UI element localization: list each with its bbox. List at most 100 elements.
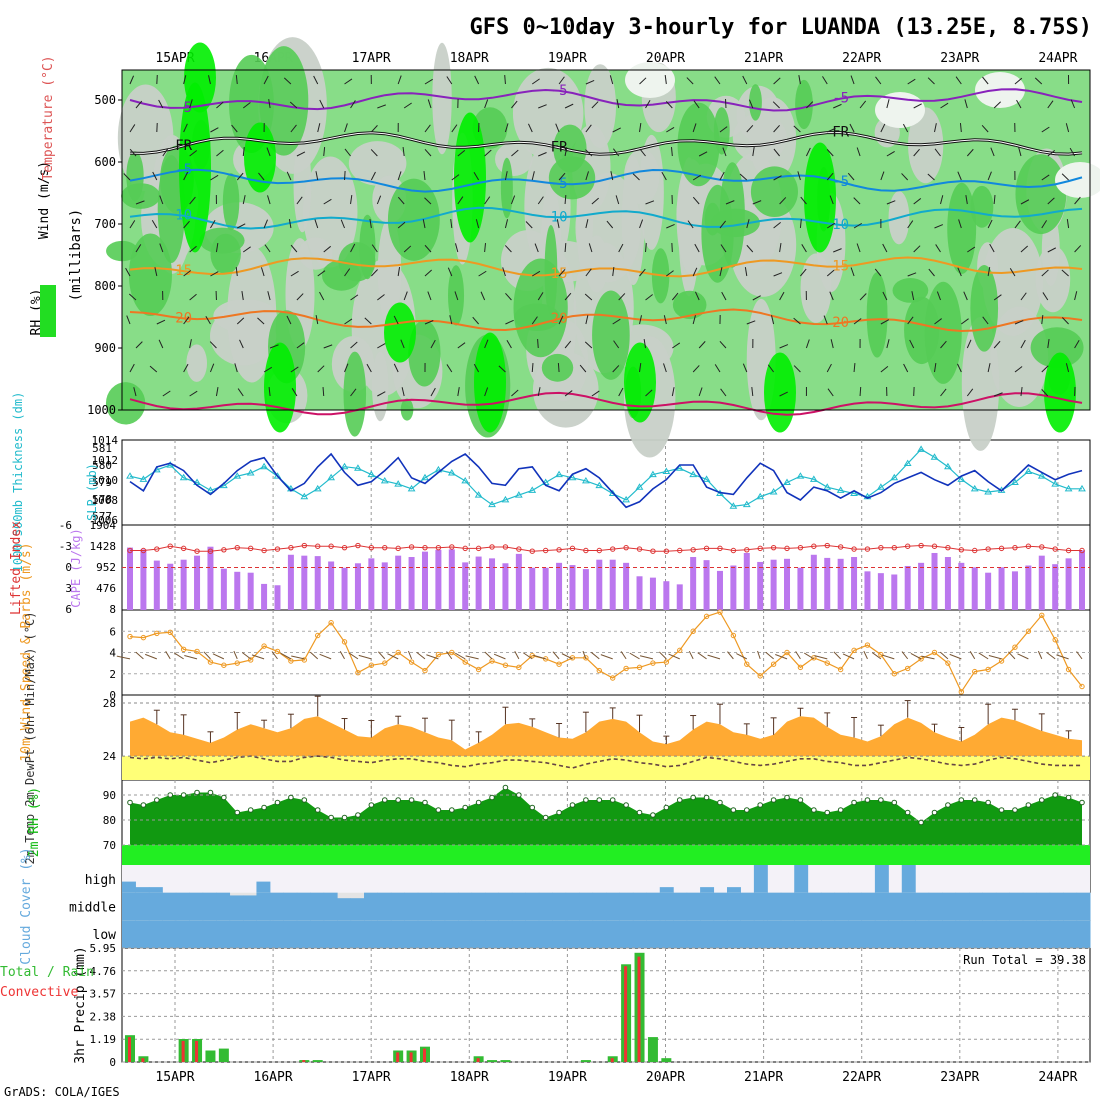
rh-point [838,808,843,813]
rh-point [570,803,575,808]
cloud-cell [310,893,324,921]
cloud-cell [888,920,902,948]
rh-point [382,798,387,803]
rh-point [677,798,682,803]
cape-bar [730,566,736,610]
cape-bar [127,548,133,610]
cloud-cell [1036,893,1050,921]
cape-bar [851,557,857,610]
wind-tick-label: 4 [109,647,116,660]
cape-bar [811,555,817,610]
cloud-cell [861,893,875,921]
cloud-cell [781,893,795,921]
cape-bar [824,558,830,610]
contour-label: 20 [832,315,849,331]
cloud-cell [861,920,875,948]
cloud-cell [929,893,943,921]
rh-point [744,808,749,813]
cloud-cell [418,920,432,948]
cloud-cell [835,920,849,948]
rh-dry-patch [495,142,533,176]
cloud-cell [404,893,418,921]
cloud-cell [996,920,1010,948]
cloud-cell [821,920,835,948]
rh-point [1026,803,1031,808]
wind-barb [323,387,324,396]
rh-point [503,785,508,790]
bottom-date-label: 15APR [155,1070,194,1085]
rh-point [490,795,495,800]
rh-saturated-patch [454,113,486,243]
precip-convective-bar [396,1052,399,1062]
cloud-cell [377,893,391,921]
precip-total-bar [661,1058,671,1062]
rh-dry-patch [1036,245,1071,312]
precip-convective-bar [624,966,627,1062]
cape-bar [583,569,589,610]
cloud-cell [808,893,822,921]
cloud-cell [122,920,136,948]
precip-total-bar [219,1049,229,1062]
cape-bar [717,571,723,610]
cloud-cell [606,920,620,948]
cloud-cell [1063,893,1077,921]
rh-point [691,795,696,800]
cloud-cell [243,920,257,948]
cape-bar [315,556,321,610]
cloud-cell [458,920,472,948]
cape-bar [449,549,455,610]
top-date-label: 19APR [548,51,587,66]
rh-saturated-patch [474,333,506,433]
rh-moist-patch [344,352,367,437]
rh-point [865,798,870,803]
cloud-cell [673,893,687,921]
rh-moist-patch [867,272,888,358]
rh-moist-patch [223,173,239,230]
contour-label: FR [832,125,849,141]
rh-moist-patch [129,234,172,316]
rh-point [718,800,723,805]
rh-point [342,815,347,820]
top-date-label: 23APR [940,51,979,66]
rh-point [289,795,294,800]
cloud-cell [714,920,728,948]
cloud-cell [942,893,956,921]
rh-moist-patch [947,183,976,274]
cape-bar [838,559,844,610]
wind-barb [538,339,539,348]
contour-label: -5 [551,176,568,192]
rh-point [852,800,857,805]
cape-bar [1039,556,1045,610]
pressure-tick-label: 900 [94,341,116,355]
contour-label: 10 [832,217,849,233]
bottom-date-label: 19APR [548,1070,587,1085]
rh-point [1066,795,1071,800]
pressure-tick-label: 600 [94,155,116,169]
rh-moist-patch [359,215,375,280]
cloud-cell [498,920,512,948]
rh-point [624,803,629,808]
pressure-tick-label: 500 [94,93,116,107]
rh-point [758,803,763,808]
cape-tick-label: 8 [109,603,116,616]
rh-point [436,808,441,813]
precip-tick-label: 5.95 [90,942,117,955]
contour-label: -5 [175,162,192,178]
cloud-cell [660,893,674,921]
cape-bar [395,556,401,610]
rh-point [168,793,173,798]
cloud-cell [633,920,647,948]
cloud-cell [404,920,418,948]
rh-point [423,800,428,805]
rh-tick-label: 80 [103,814,116,827]
rh-point [195,790,200,795]
cloud-cell [888,893,902,921]
cloud-cell [283,920,297,948]
cloud-cell [552,893,566,921]
contour-label: 10 [551,209,568,225]
cape-bar [663,581,669,610]
cloud-cell [512,920,526,948]
cloud-cell [848,920,862,948]
cape-bar [194,556,200,610]
rh-point [476,800,481,805]
